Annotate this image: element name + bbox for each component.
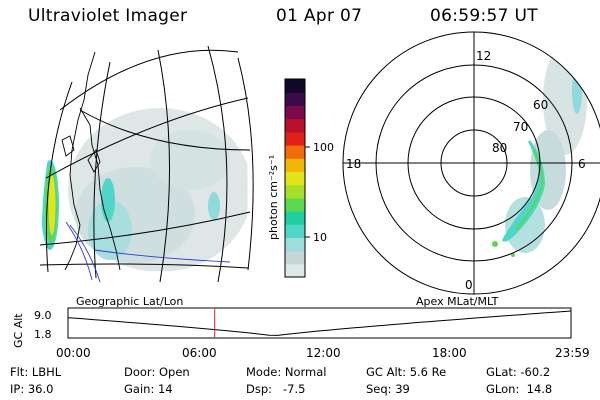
colorbar-swatch xyxy=(285,237,305,252)
timeline-x-tick: 06:00 xyxy=(182,346,217,360)
colorbar-swatch xyxy=(285,184,305,199)
timeline-y-tick: 1.8 xyxy=(34,328,52,341)
colorbar-swatch xyxy=(285,92,305,106)
observation-time: 06:59:57 UT xyxy=(430,6,538,26)
colorbar-swatch xyxy=(285,131,305,146)
mlt-label-noon: 12 xyxy=(476,49,491,63)
gc-alt-readout: GC Alt: 5.6 Re xyxy=(366,365,447,379)
geographic-caption: Geographic Lat/Lon xyxy=(76,295,183,308)
colorbar-gradient xyxy=(285,79,305,278)
geographic-emission-image xyxy=(41,108,248,272)
filter-readout: Flt: LBHL xyxy=(10,365,62,379)
observation-date: 01 Apr 07 xyxy=(276,6,363,26)
colorbar-swatch xyxy=(285,211,305,225)
timeline-x-tick: 23:59 xyxy=(555,346,590,360)
altitude-curve xyxy=(67,310,572,336)
colorbar-swatch xyxy=(285,118,305,133)
glon-readout: GLon: 14.8 xyxy=(486,382,553,396)
colorbar-swatch xyxy=(285,105,305,120)
mlt-label-midnight: 0 xyxy=(465,278,473,292)
colorbar: 100 10 photon cm⁻²s⁻¹ xyxy=(267,78,334,278)
coastline-outline xyxy=(61,51,121,271)
glat-readout: GLat: -60.2 xyxy=(486,365,551,379)
colorbar-tick-label: 10 xyxy=(313,231,327,244)
polar-mlt-plot: 60 70 80 12 18 6 0 xyxy=(342,31,600,295)
orbit-timeline: Geographic Lat/Lon Apex MLat/MLT GC Alt … xyxy=(12,295,590,360)
timeline-frame xyxy=(67,307,572,339)
latitude-label-60: 60 xyxy=(533,98,548,112)
colorbar-swatch xyxy=(285,145,305,159)
timeline-y-tick: 9.0 xyxy=(34,309,52,322)
latitude-label-80: 80 xyxy=(492,141,507,155)
colorbar-swatch xyxy=(285,79,305,93)
apex-caption: Apex MLat/MLT xyxy=(416,295,499,308)
colorbar-tick-label: 100 xyxy=(313,141,334,154)
instrument-title: Ultraviolet Imager xyxy=(28,6,188,26)
colorbar-swatch xyxy=(285,197,305,212)
door-readout: Door: Open xyxy=(124,365,190,379)
timeline-y-axis-label: GC Alt xyxy=(12,313,25,348)
dsp-readout: Dsp: -7.5 xyxy=(246,382,306,396)
latitude-label-70: 70 xyxy=(513,120,528,134)
terminator-lines xyxy=(65,221,231,283)
mlt-label-dusk: 18 xyxy=(346,157,361,171)
timeline-x-tick: 00:00 xyxy=(56,346,91,360)
gain-readout: Gain: 14 xyxy=(124,382,173,396)
timeline-x-tick: 18:00 xyxy=(432,346,467,360)
colorbar-swatch xyxy=(285,224,305,238)
polar-grid xyxy=(342,31,600,295)
colorbar-swatch xyxy=(285,171,305,186)
timeline-x-tick: 12:00 xyxy=(306,346,341,360)
geographic-image-panel xyxy=(39,45,254,283)
mlt-label-dawn: 6 xyxy=(578,157,586,171)
mode-readout: Mode: Normal xyxy=(246,365,327,379)
colorbar-swatch xyxy=(285,250,305,265)
ip-readout: IP: 36.0 xyxy=(10,382,54,396)
colorbar-unit-label: photon cm⁻²s⁻¹ xyxy=(267,155,280,240)
colorbar-swatch xyxy=(285,263,305,278)
seq-readout: Seq: 39 xyxy=(366,382,410,396)
colorbar-swatch xyxy=(285,158,305,172)
